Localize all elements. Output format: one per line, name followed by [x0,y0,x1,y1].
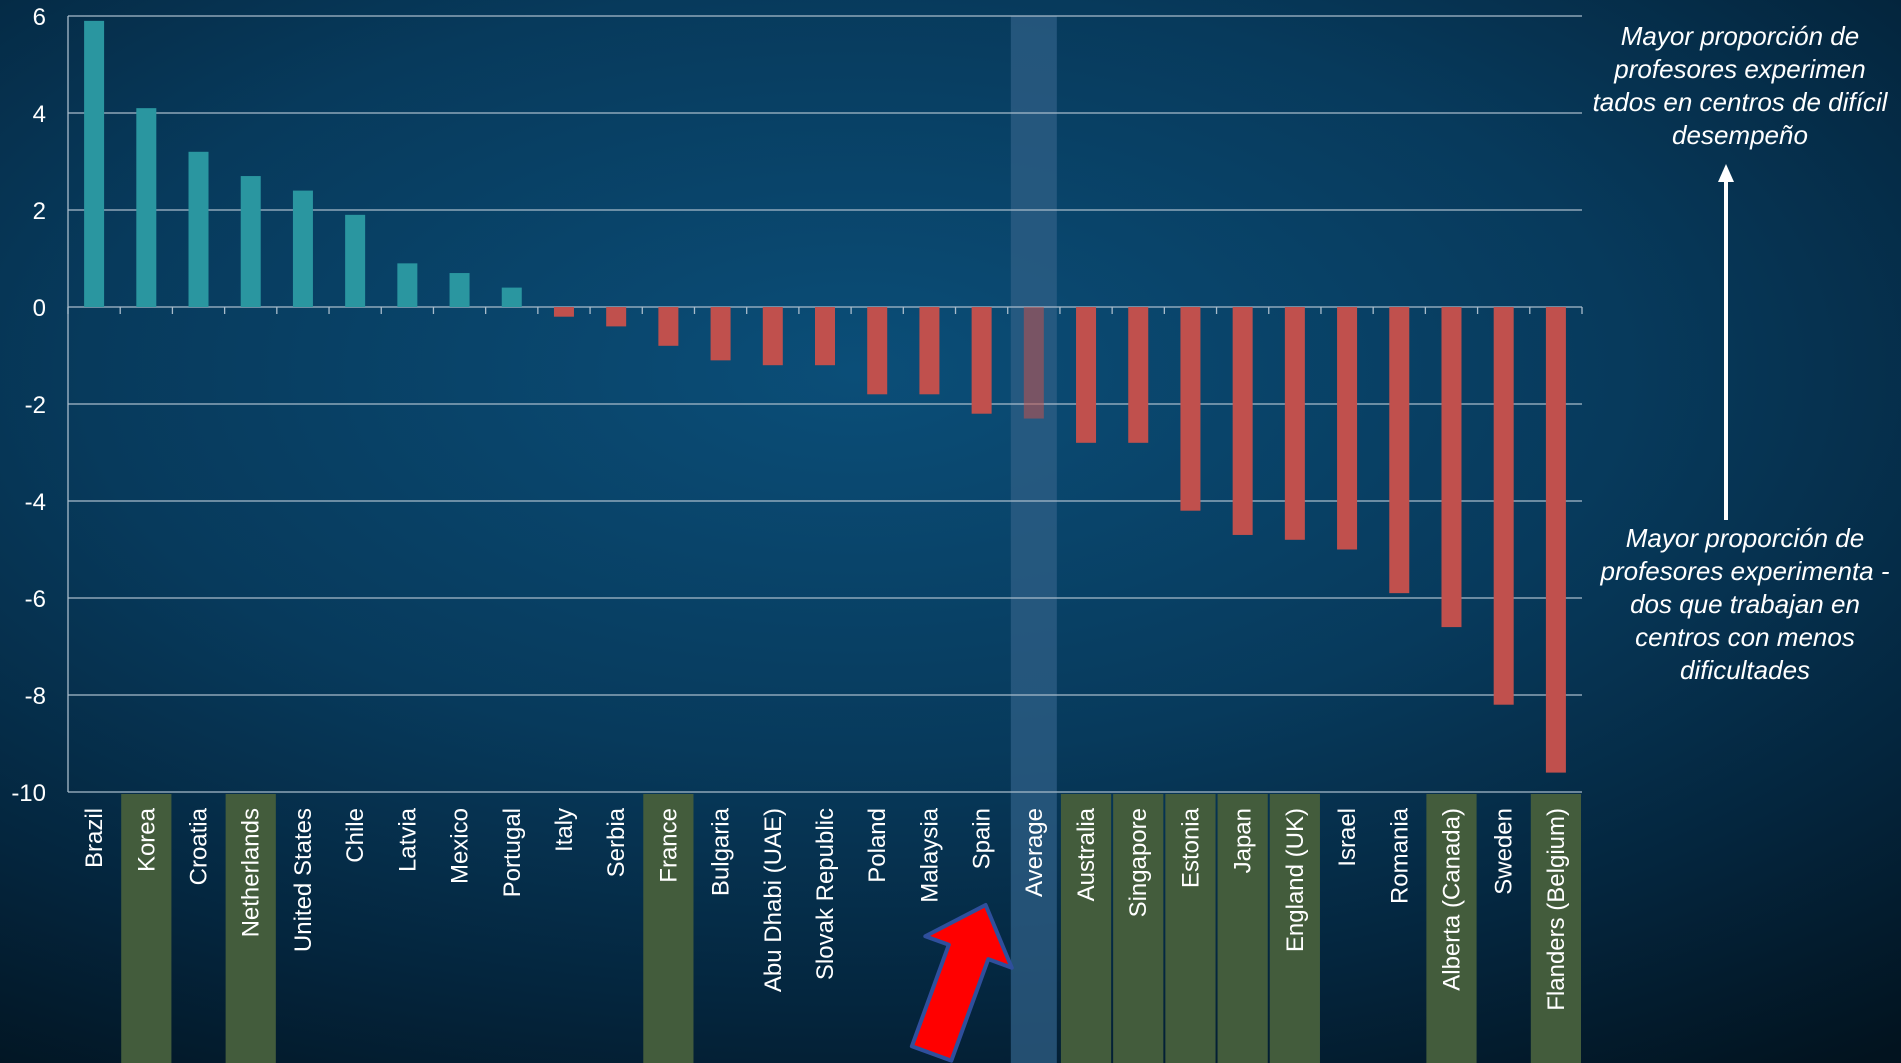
bar [397,263,418,307]
bar [1180,307,1201,511]
bar [1023,307,1044,419]
category-label: Bulgaria [708,807,735,896]
category-label: Israel [1334,808,1361,867]
bar [240,176,261,307]
category-label: United States [290,808,317,952]
bar [658,307,679,346]
y-tick-label: 0 [33,295,46,322]
bar [867,307,888,395]
category-label: Abu Dhabi (UAE) [760,808,787,992]
category-label: England (UK) [1282,808,1309,952]
label-highlight-bg [1217,794,1268,1063]
bar [971,307,992,414]
bar [606,307,627,327]
bar [1076,307,1097,443]
label-highlight-bg [1426,794,1477,1063]
bar [1493,307,1514,705]
category-label: Chile [342,808,369,863]
category-label: Japan [1230,808,1257,873]
label-highlight-bg [643,794,694,1063]
category-label: Singapore [1125,808,1152,917]
category-label: Estonia [1177,807,1204,888]
bar [1545,307,1566,773]
bar [84,20,105,307]
pointer-arrow [909,903,1014,1063]
bar [136,108,157,308]
label-highlight-bg [1060,794,1112,1063]
category-label: Brazil [81,808,108,868]
label-highlight-bg [1530,794,1581,1063]
bar [1337,307,1358,550]
category-label: Italy [551,808,578,852]
bar [345,214,366,307]
category-label: Korea [133,807,160,872]
category-label: Romania [1386,807,1413,904]
y-tick-label: 4 [33,101,46,128]
category-label: Slovak Republic [812,808,839,980]
bar [449,273,470,307]
bar [188,151,209,307]
bar [292,190,313,307]
category-label: Spain [969,808,996,869]
bar [919,307,940,395]
category-label: Serbia [603,807,630,877]
category-label: Netherlands [238,808,265,937]
annotation-bottom: Mayor proporción de profesores experimen… [1600,523,1890,685]
category-label: Poland [864,808,891,883]
bar [1441,307,1462,628]
annotation-arrow-head [1718,164,1734,182]
category-label: Portugal [499,808,526,897]
bar [1128,307,1149,443]
y-tick-label: 2 [33,198,46,225]
annotation-top: Mayor proporción de profesores experimen… [1592,21,1888,150]
y-tick-label: -8 [25,683,46,710]
category-label: France [655,808,682,883]
bar [1284,307,1305,540]
average-band [1010,16,1057,1063]
category-label: Alberta (Canada) [1438,808,1465,991]
bar [553,307,574,317]
category-label: Flanders (Belgium) [1543,808,1570,1011]
label-highlight-bg [225,794,276,1063]
bar [1389,307,1410,594]
label-highlight-bg [1269,794,1320,1063]
label-highlight-bg [1165,794,1216,1063]
category-label: Average [1021,808,1048,897]
bar [1232,307,1253,535]
y-tick-label: -4 [25,489,46,516]
category-label: Australia [1073,807,1100,901]
y-tick-label: -10 [11,780,46,807]
y-tick-label: -2 [25,392,46,419]
category-label: Sweden [1491,808,1518,895]
label-highlight-bg [1113,794,1164,1063]
bar [762,307,783,366]
bar [710,307,731,361]
y-tick-label: -6 [25,586,46,613]
category-label: Latvia [394,807,421,872]
bar [815,307,835,366]
y-tick-label: 6 [33,4,46,31]
category-label: Mexico [447,808,474,884]
label-highlight-bg [121,794,172,1063]
category-label: Croatia [186,807,213,885]
category-label: Malaysia [916,807,943,902]
bar [501,287,522,307]
